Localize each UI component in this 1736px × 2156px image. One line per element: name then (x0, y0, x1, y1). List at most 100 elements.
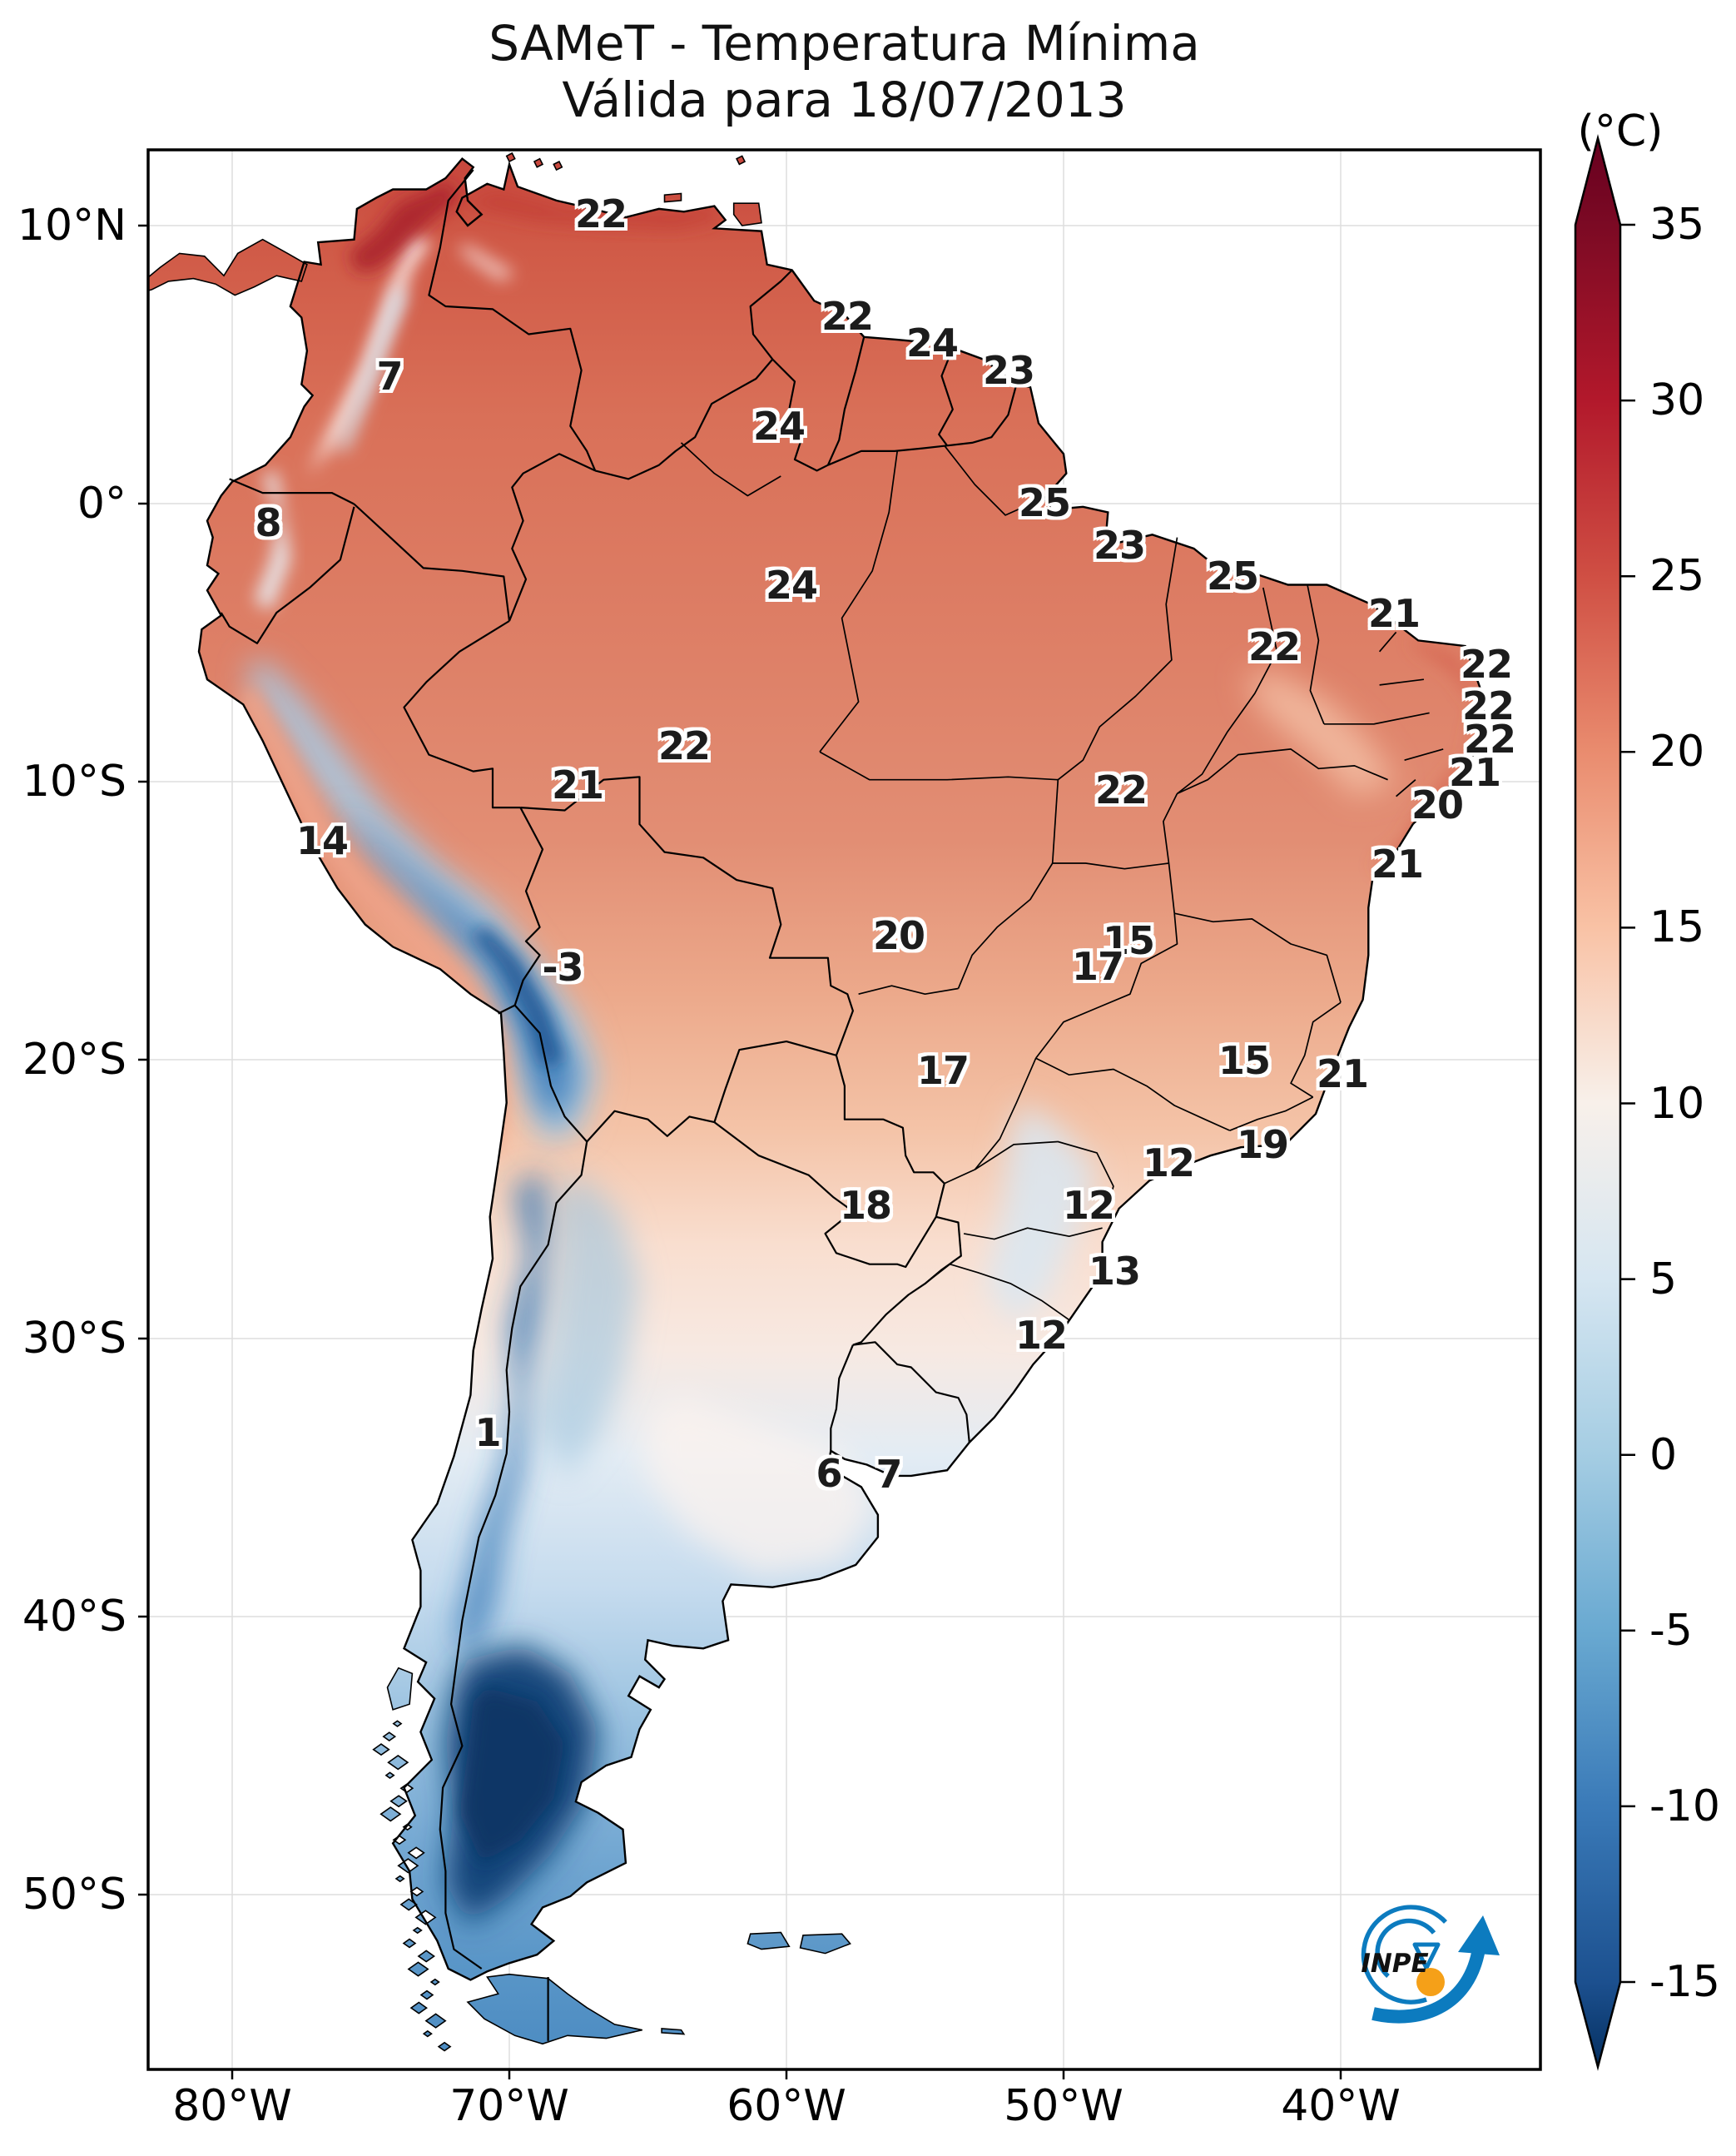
state-border-3 (1057, 537, 1178, 781)
lon-tick-label-2: 60°W (727, 2081, 846, 2131)
country-border-0 (428, 169, 597, 471)
temp-label-5: 24 (905, 320, 959, 365)
island-outline-28 (412, 1926, 423, 1935)
lon-tick-label-3: 50°W (1004, 2081, 1123, 2131)
country-border-8 (938, 347, 954, 446)
temp-label-1: 7 (376, 354, 403, 399)
island-outline-34 (409, 2001, 428, 2014)
island-outline-23 (397, 1858, 419, 1874)
map-frame (146, 148, 1542, 2071)
inpe-down-arrow (1412, 1942, 1441, 1970)
colorbar-tick-30: 30 (1649, 375, 1705, 426)
country-border-18 (520, 776, 854, 1056)
axis-ticks (138, 224, 1342, 2079)
country-border-12 (403, 620, 521, 809)
country-border-23 (852, 1341, 970, 1443)
lat-tick-label-1: 0° (77, 479, 126, 529)
island-outline-25 (409, 1886, 424, 1897)
temp-label-7: 25 (1018, 480, 1071, 525)
state-border-23 (974, 1140, 1114, 1206)
temp-label-23: -3 (542, 945, 583, 990)
island-outline-16 (384, 1771, 395, 1779)
colorbar-tick--10: -10 (1649, 1781, 1720, 1831)
island-outline-36 (422, 2029, 433, 2038)
island-outline-1 (732, 202, 762, 226)
island-outline-6 (736, 155, 746, 166)
inpe-swirl-inner (1375, 1918, 1436, 1979)
country-border-6 (771, 358, 829, 472)
state-border-7 (1379, 678, 1425, 686)
island-outline-19 (379, 1806, 402, 1822)
state-border-1 (819, 751, 1059, 781)
inpe-arrow-body (1371, 1947, 1486, 2024)
country-border-19 (835, 1055, 945, 1218)
temp-label-36: 1 (474, 1410, 501, 1455)
page-title: SAMeT - Temperatura Mínima (489, 15, 1200, 72)
temp-label-9: 25 (1206, 554, 1259, 599)
country-border-16 (586, 1110, 715, 1143)
colorbar-tick-10: 10 (1649, 1078, 1705, 1129)
temp-label-21: 21 (1371, 842, 1424, 887)
colorbar-tick-35: 35 (1649, 200, 1705, 250)
island-outline-12 (392, 1720, 403, 1727)
colorbar-tick--15: -15 (1649, 1957, 1720, 2007)
temp-label-14: 22 (1461, 683, 1515, 728)
colorbar (1574, 134, 1635, 2071)
colorbar-tick-20: 20 (1649, 727, 1705, 777)
island-outline-8 (746, 1931, 791, 1950)
island-outline-37 (437, 2041, 452, 2052)
state-border-4 (1176, 587, 1278, 795)
island-outline-29 (402, 1938, 417, 1949)
island-outline-2 (663, 192, 682, 203)
island-outline-7 (386, 1667, 414, 1711)
island-outline-22 (407, 1846, 425, 1860)
country-border-22 (830, 1344, 854, 1451)
colorbar-tick--5: -5 (1649, 1605, 1693, 1656)
coastline (197, 157, 1486, 1981)
temp-label-32: 18 (839, 1183, 892, 1228)
colorbar-tick-0: 0 (1649, 1429, 1678, 1480)
island-outline-11 (466, 1973, 642, 2045)
state-border-18 (944, 1057, 1037, 1185)
inpe-arrow-head (1458, 1915, 1500, 1955)
temp-label-13: 22 (1460, 642, 1513, 687)
temp-label-15: 22 (1463, 717, 1516, 762)
temp-label-2: 8 (255, 500, 281, 545)
temp-label-28: 15 (1218, 1038, 1271, 1083)
colorbar-bar (1574, 134, 1622, 2071)
state-border-10 (1396, 779, 1416, 797)
temp-label-27: 17 (916, 1048, 970, 1093)
temp-label-3: 24 (752, 404, 806, 449)
island-outline-35 (424, 2013, 447, 2029)
country-border-2 (353, 503, 511, 622)
state-border-5 (1307, 584, 1325, 725)
island-outline-10 (661, 2028, 686, 2035)
state-border-2 (944, 445, 1031, 516)
island-outline-9 (799, 1933, 851, 1955)
island-outline-30 (417, 1950, 435, 1963)
country-border-11 (220, 506, 355, 644)
temp-label-10: 24 (765, 563, 818, 608)
country-border-15 (513, 1004, 588, 1143)
state-border-19 (1174, 912, 1342, 1003)
lon-tick-label-0: 80°W (172, 2081, 292, 2131)
country-border-13 (513, 807, 544, 1006)
island-outline-5 (553, 161, 563, 171)
island-outline-20 (402, 1823, 413, 1831)
island-outline-18 (389, 1795, 408, 1808)
country-border-17 (713, 1041, 837, 1123)
state-border-26 (680, 442, 781, 497)
state-border-6 (1378, 631, 1397, 653)
island-outline-31 (407, 1961, 429, 1977)
temp-label-38: 7 (875, 1452, 902, 1497)
island-outline-17 (399, 1783, 414, 1794)
country-border-9 (827, 445, 948, 466)
temp-label-26: 17 (1071, 944, 1124, 989)
temp-label-16: 21 (1448, 750, 1501, 795)
country-border-10 (946, 384, 1018, 447)
state-border-22 (1229, 1096, 1314, 1131)
temp-label-37: 6 (816, 1451, 842, 1496)
lat-tick-label-5: 40°S (22, 1592, 126, 1642)
